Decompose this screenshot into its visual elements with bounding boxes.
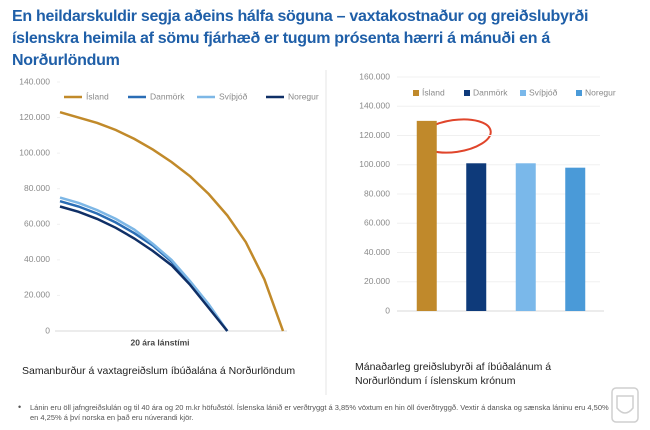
y-tick-label: 100.000	[19, 147, 50, 157]
y-tick-label: 80.000	[364, 188, 390, 198]
legend-swatch	[413, 90, 419, 96]
logo	[611, 387, 639, 423]
y-tick-label: 80.000	[24, 183, 50, 193]
y-tick-label: 140.000	[359, 101, 390, 111]
legend-label: Svíþjóð	[529, 87, 558, 97]
legend-label: Danmörk	[150, 91, 185, 101]
footnote: Lánin eru öll jafngreiðslulán og til 40 …	[30, 403, 609, 422]
x-axis-label: 20 ára lánstími	[130, 337, 189, 347]
chart-caption: Mánaðarleg greiðslubyrði af íbúðalánum á…	[355, 361, 552, 387]
legend-swatch	[576, 90, 582, 96]
y-tick-label: 40.000	[24, 254, 50, 264]
y-tick-label: 40.000	[364, 247, 390, 257]
chart-caption: Samanburður á vaxtagreiðslum íbúðalána á…	[22, 365, 296, 377]
bar	[515, 163, 536, 311]
legend-swatch	[464, 90, 470, 96]
series-line	[59, 196, 229, 332]
legend-label: Svíþjóð	[219, 91, 248, 101]
y-tick-label: 120.000	[359, 130, 390, 140]
y-tick-label: 0	[45, 325, 50, 335]
bullet: •	[18, 402, 22, 412]
y-tick-label: 0	[385, 305, 390, 315]
legend-label: Noregur	[585, 87, 616, 97]
bar	[416, 120, 437, 311]
y-tick-label: 20.000	[24, 290, 50, 300]
series-line	[59, 199, 229, 332]
legend-swatch	[520, 90, 526, 96]
legend-label: Ísland	[86, 91, 109, 101]
y-tick-label: 60.000	[364, 218, 390, 228]
legend-label: Ísland	[422, 87, 445, 97]
y-tick-label: 160.000	[359, 71, 390, 81]
bar	[565, 167, 586, 311]
legend-label: Noregur	[288, 91, 319, 101]
y-tick-label: 60.000	[24, 219, 50, 229]
y-tick-label: 100.000	[359, 159, 390, 169]
bar	[466, 163, 487, 311]
slide-title: En heildarskuldir segja aðeins hálfa sög…	[12, 8, 589, 69]
series-line	[59, 110, 285, 332]
y-tick-label: 120.000	[19, 112, 50, 122]
legend-label: Danmörk	[473, 87, 508, 97]
y-tick-label: 140.000	[19, 76, 50, 86]
series-line	[59, 205, 229, 332]
y-tick-label: 20.000	[364, 276, 390, 286]
